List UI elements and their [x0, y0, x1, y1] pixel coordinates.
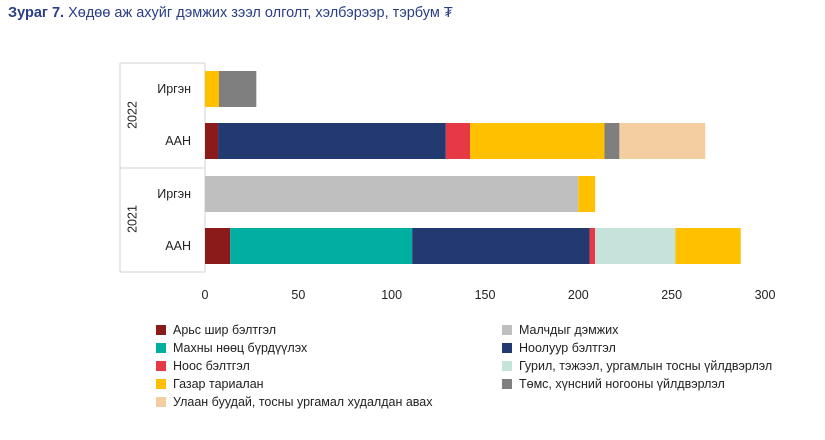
legend-item: Махны нөөц бүрдүүлэх [156, 341, 307, 355]
legend-item: Ноолуур бэлтгэл [502, 341, 616, 355]
legend-label: Махны нөөц бүрдүүлэх [173, 341, 308, 355]
legend-label: Улаан буудай, тосны ургамал худалдан ава… [173, 395, 433, 409]
x-tick-label: 0 [202, 288, 209, 302]
legend-item: Малчдыг дэмжих [502, 323, 618, 337]
bar-segment [205, 228, 231, 264]
legend-swatch [502, 343, 512, 353]
legend-label: Төмс, хүнсний ногооны үйлдвэрлэл [519, 377, 725, 391]
bar-segment [578, 176, 596, 212]
legend-label: Арьс шир бэлтгэл [173, 323, 277, 337]
bar-segment [589, 228, 596, 264]
bar-segment [219, 71, 257, 107]
legend-item: Арьс шир бэлтгэл [156, 323, 276, 337]
bar-segment [205, 71, 219, 107]
legend-swatch [502, 325, 512, 335]
x-tick-label: 250 [661, 288, 682, 302]
bar-segment [470, 123, 605, 159]
figure-number: Зураг 7. [8, 5, 65, 21]
legend-label: Гурил, тэжээл, ургамлын тосны үйлдвэрлэл [519, 359, 773, 373]
legend-label: Ноос бэлтгэл [173, 359, 250, 373]
x-tick-label: 150 [475, 288, 496, 302]
bar-segment [205, 123, 219, 159]
legend-swatch [156, 397, 166, 407]
x-tick-label: 300 [755, 288, 776, 302]
figure-title-text: Хөдөө аж ахуйг дэмжих зээл олголт, хэлбэ… [68, 5, 453, 21]
legend-swatch [156, 343, 166, 353]
bar-segment [595, 228, 676, 264]
chart-title: Зураг 7. Хөдөө аж ахуйг дэмжих зээл олго… [8, 5, 453, 21]
bar-segment [604, 123, 620, 159]
bar-segment [218, 123, 446, 159]
legend-item: Газар тариалан [156, 377, 264, 391]
category-label: Иргэн [157, 187, 191, 201]
category-label: ААН [165, 239, 191, 253]
legend-item: Гурил, тэжээл, ургамлын тосны үйлдвэрлэл [502, 359, 772, 373]
bar-segment [205, 176, 579, 212]
legend-label: Газар тариалан [173, 377, 264, 391]
bar-segment [675, 228, 741, 264]
legend-swatch [156, 361, 166, 371]
legend-label: Малчдыг дэмжих [519, 323, 619, 337]
category-label: Иргэн [157, 82, 191, 96]
legend-item: Төмс, хүнсний ногооны үйлдвэрлэл [502, 377, 725, 391]
legend-item: Ноос бэлтгэл [156, 359, 250, 373]
legend-swatch [502, 379, 512, 389]
bar-segment [445, 123, 471, 159]
legend-item: Улаан буудай, тосны ургамал худалдан ава… [156, 395, 432, 409]
legend-swatch [502, 361, 512, 371]
bar-segment [412, 228, 590, 264]
stacked-bar-chart: Иргэн ААН Иргэн ААН 2022 2021 0 50 100 150 200 250 3… [119, 62, 776, 302]
legend-swatch [156, 325, 166, 335]
legend-swatch [156, 379, 166, 389]
group-label: 2021 [125, 205, 139, 233]
bar-segment [230, 228, 413, 264]
group-label: 2022 [125, 101, 139, 129]
x-tick-label: 50 [291, 288, 305, 302]
x-tick-label: 100 [381, 288, 402, 302]
legend-label: Ноолуур бэлтгэл [519, 341, 616, 355]
category-label: ААН [165, 134, 191, 148]
x-tick-label: 200 [568, 288, 589, 302]
bar-segment [619, 123, 706, 159]
